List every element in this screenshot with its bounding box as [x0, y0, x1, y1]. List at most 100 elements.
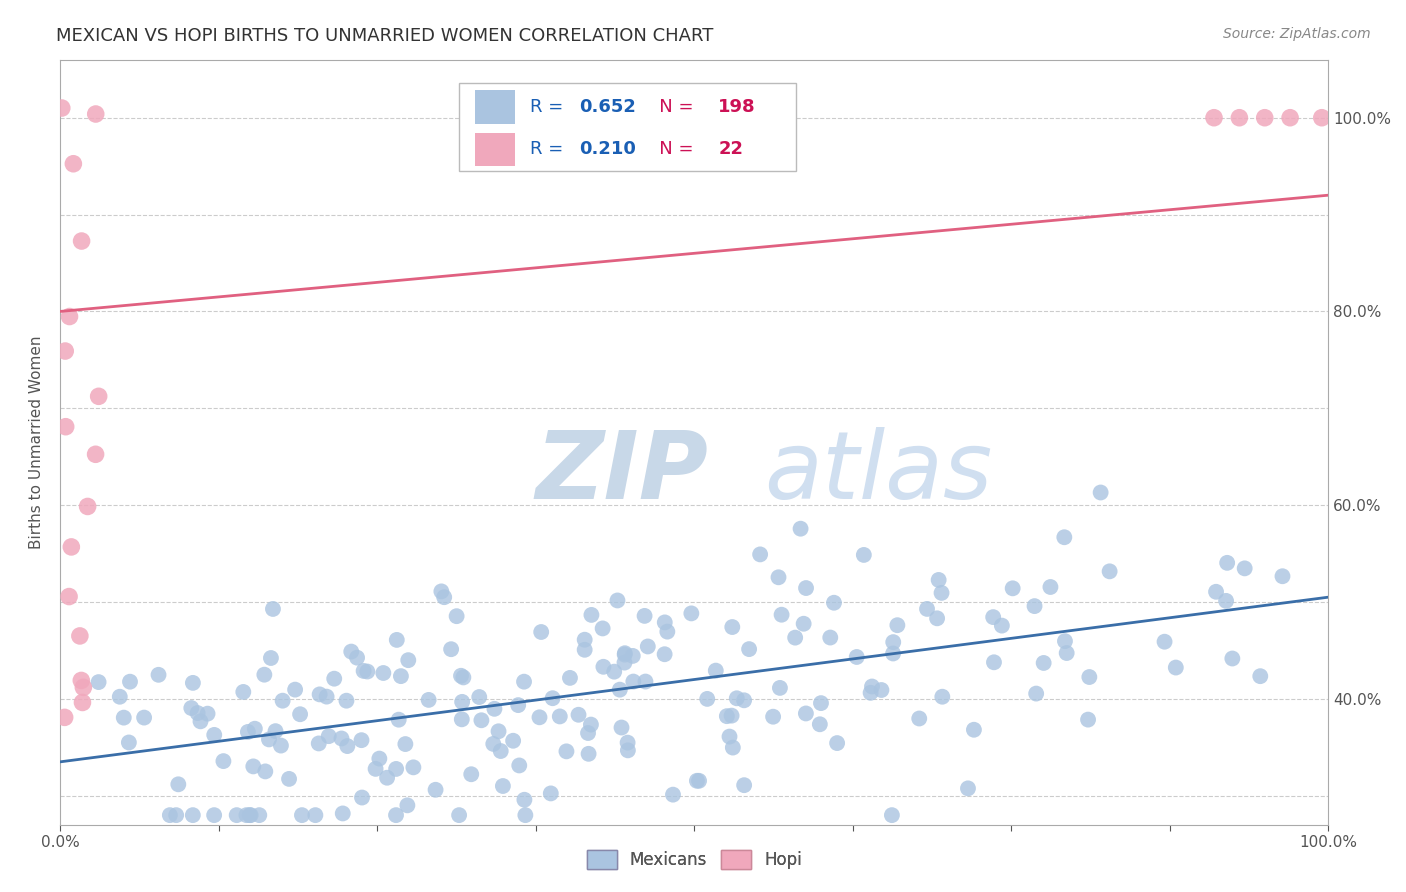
Text: 198: 198 — [718, 98, 756, 116]
Point — [165, 808, 187, 822]
Point — [654, 615, 676, 630]
Point — [540, 786, 562, 800]
Point — [202, 808, 225, 822]
Point — [770, 607, 793, 622]
Point — [931, 690, 953, 704]
Point — [852, 548, 875, 562]
Point — [212, 754, 235, 768]
Point — [845, 650, 868, 665]
Point — [613, 656, 636, 670]
Point — [84, 107, 107, 121]
Point — [385, 808, 408, 822]
Point — [1032, 656, 1054, 670]
Point — [928, 573, 950, 587]
Point — [134, 710, 156, 724]
Point — [264, 724, 287, 739]
Point — [440, 642, 463, 657]
FancyBboxPatch shape — [475, 133, 515, 166]
Point — [87, 675, 110, 690]
Point — [634, 674, 657, 689]
Point — [323, 672, 346, 686]
Point — [768, 570, 790, 584]
Text: N =: N = — [643, 140, 699, 159]
Text: 22: 22 — [718, 140, 744, 159]
Point — [688, 773, 710, 788]
Point — [574, 632, 596, 647]
Point — [451, 695, 474, 709]
Point — [1249, 669, 1271, 683]
Point — [346, 650, 368, 665]
Point — [592, 660, 614, 674]
Point — [657, 624, 679, 639]
Point — [433, 590, 456, 604]
Point — [1090, 485, 1112, 500]
Point — [1254, 111, 1277, 125]
Point — [789, 522, 811, 536]
Point — [529, 710, 551, 724]
Point — [696, 692, 718, 706]
Point — [606, 593, 628, 607]
Point — [1001, 582, 1024, 596]
Point — [716, 709, 738, 723]
Text: N =: N = — [643, 98, 699, 116]
Point — [749, 548, 772, 562]
Point — [785, 631, 807, 645]
Point — [617, 743, 640, 757]
Point — [578, 747, 600, 761]
Point — [291, 808, 314, 822]
Point — [60, 540, 83, 554]
Point — [610, 721, 633, 735]
Point — [235, 808, 257, 822]
Point — [567, 707, 589, 722]
Point — [385, 632, 408, 647]
Y-axis label: Births to Unmarried Women: Births to Unmarried Women — [30, 335, 44, 549]
Point — [330, 731, 353, 746]
Point — [239, 808, 262, 822]
Point — [621, 648, 644, 663]
Point — [350, 733, 373, 747]
Point — [1098, 565, 1121, 579]
Point — [1164, 660, 1187, 674]
Point — [886, 618, 908, 632]
Point — [315, 690, 337, 704]
Point — [793, 616, 815, 631]
Point — [530, 625, 553, 640]
Text: atlas: atlas — [763, 427, 993, 518]
Point — [190, 714, 212, 729]
Point — [108, 690, 131, 704]
Point — [368, 751, 391, 765]
Text: ZIP: ZIP — [536, 426, 709, 519]
Point — [335, 694, 357, 708]
Point — [69, 629, 91, 643]
Point — [621, 674, 644, 689]
Point — [187, 706, 209, 720]
Point — [662, 788, 685, 802]
Point — [1216, 556, 1239, 570]
Point — [70, 673, 93, 688]
Point — [180, 701, 202, 715]
Point — [484, 702, 506, 716]
Point — [721, 740, 744, 755]
Point — [1024, 599, 1046, 614]
Point — [1078, 670, 1101, 684]
Point — [720, 708, 742, 723]
Point — [375, 771, 398, 785]
Point — [288, 707, 311, 722]
Point — [340, 644, 363, 658]
Point — [470, 713, 492, 727]
Point — [254, 764, 277, 779]
Point — [927, 611, 949, 625]
Point — [118, 735, 141, 749]
Point — [558, 671, 581, 685]
Point — [581, 607, 603, 622]
Point — [318, 729, 340, 743]
Point — [446, 609, 468, 624]
Point — [733, 778, 755, 792]
Point — [1310, 111, 1333, 125]
Point — [983, 655, 1005, 669]
Point — [794, 581, 817, 595]
Point — [55, 419, 77, 434]
Point — [304, 808, 326, 822]
Point — [396, 798, 419, 813]
Point — [860, 680, 883, 694]
